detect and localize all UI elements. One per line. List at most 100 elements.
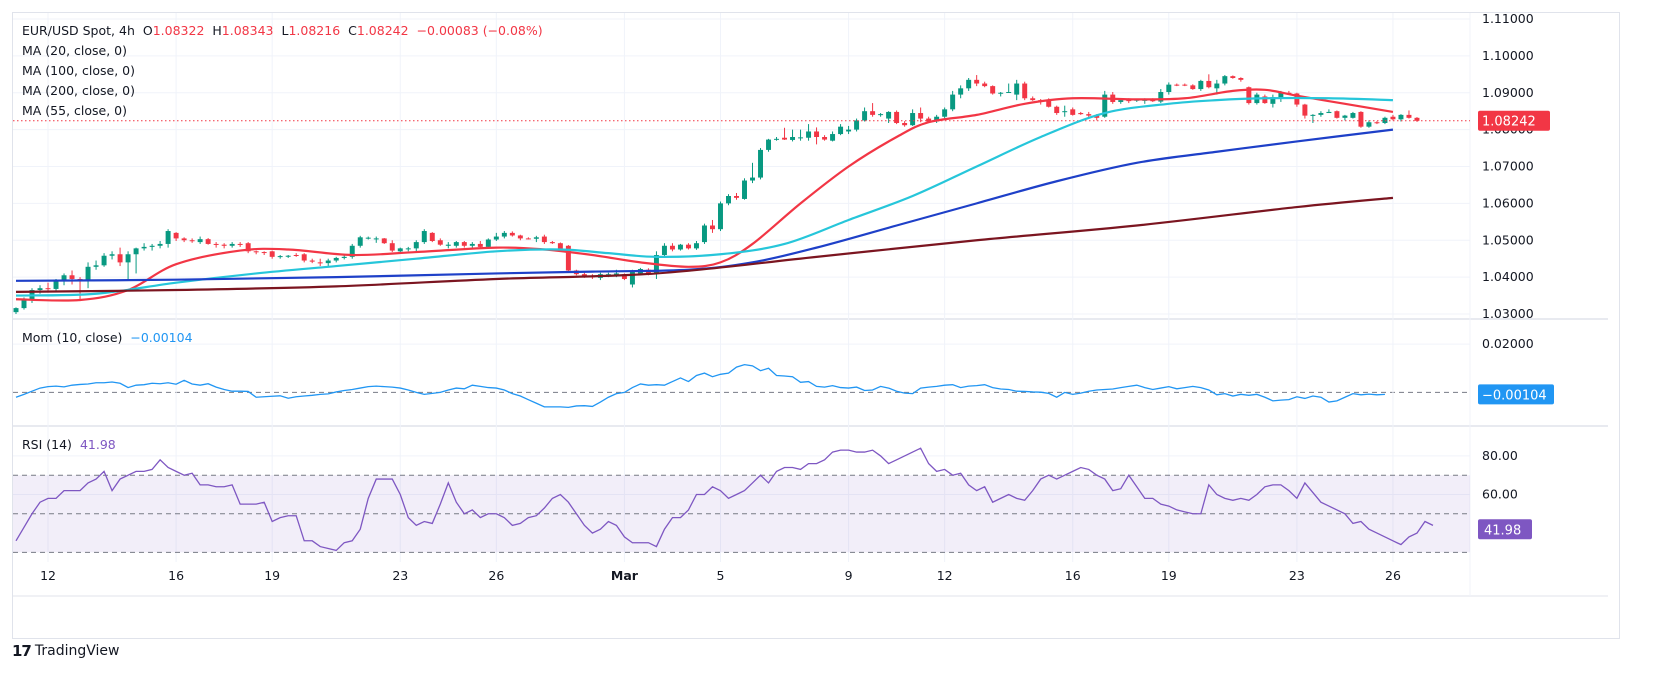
candle-body xyxy=(141,246,147,249)
candle-body xyxy=(85,266,91,281)
candle-body xyxy=(766,139,772,150)
time-tick-label: Mar xyxy=(611,568,639,583)
candle-body xyxy=(1262,96,1268,104)
rsi-band-fill xyxy=(13,475,1470,553)
price-legend: EUR/USD Spot, 4h O1.08322 H1.08343 L1.08… xyxy=(22,23,547,38)
candle-body xyxy=(517,235,523,239)
candle-body xyxy=(381,238,387,244)
candle-body xyxy=(1230,76,1236,78)
time-tick-label: 23 xyxy=(1289,568,1305,583)
time-tick-label: 26 xyxy=(488,568,504,583)
price-axis: 1.110001.100001.090001.080001.070001.060… xyxy=(1478,11,1554,540)
ohlc-open: O1.08322 xyxy=(142,23,205,38)
candle-body xyxy=(902,122,908,126)
ma-line-ma200 xyxy=(15,196,1394,293)
tradingview-branding[interactable]: 17 TradingView xyxy=(12,642,119,660)
candle-body xyxy=(718,203,723,230)
candle-body xyxy=(165,231,171,244)
candle-body xyxy=(613,273,619,276)
candle-body xyxy=(205,239,211,244)
candle-body xyxy=(1174,84,1180,86)
candle-body xyxy=(365,237,371,239)
ohlc-low: L1.08216 xyxy=(281,23,341,38)
candle-body xyxy=(269,251,275,257)
candle-body xyxy=(1158,92,1164,102)
candle-body xyxy=(1046,100,1052,107)
price-change: −0.00083 (−0.08%) xyxy=(416,23,543,38)
candle-body xyxy=(854,120,860,130)
ma-line-ma100 xyxy=(15,128,1394,282)
candle-body xyxy=(1166,84,1172,93)
legend-momentum[interactable]: Mom (10, close) −0.00104 xyxy=(22,330,197,345)
time-tick-label: 12 xyxy=(40,568,56,583)
candle-body xyxy=(846,129,852,132)
legend-ma20[interactable]: MA (20, close, 0) xyxy=(22,43,128,58)
candle-body xyxy=(1334,111,1340,118)
candle-body xyxy=(133,248,139,255)
legend-ma100[interactable]: MA (100, close, 0) xyxy=(22,63,135,78)
time-tick-label: 16 xyxy=(1065,568,1081,583)
candle-body xyxy=(189,240,195,242)
candle-body xyxy=(245,243,251,252)
candle-body xyxy=(950,94,956,110)
moving-average-series xyxy=(15,88,1394,302)
candle-body xyxy=(45,288,51,290)
legend-rsi[interactable]: RSI (14) 41.98 xyxy=(22,437,120,452)
candle-body xyxy=(445,244,451,246)
candle-body xyxy=(998,92,1004,94)
candle-body xyxy=(693,243,699,249)
candle-body xyxy=(1206,80,1212,88)
candle-body xyxy=(1014,83,1020,95)
candle-body xyxy=(469,243,475,246)
candle-body xyxy=(1182,84,1188,86)
rsi-series xyxy=(15,447,1434,552)
ohlc-close: C1.08242 xyxy=(348,23,409,38)
candle-body xyxy=(533,237,539,239)
price-tick-label: 1.03000 xyxy=(1482,306,1534,321)
candle-body xyxy=(413,242,419,249)
price-tick-label: 1.07000 xyxy=(1482,159,1534,174)
price-tick-label: 1.10000 xyxy=(1482,48,1534,63)
rsi-line xyxy=(15,447,1434,552)
candle-body xyxy=(485,239,491,247)
candle-body xyxy=(125,254,131,263)
candle-body xyxy=(93,265,99,267)
legend-ma55[interactable]: MA (55, close, 0) xyxy=(22,103,128,118)
candle-body xyxy=(549,242,555,244)
candle-body xyxy=(493,236,499,240)
candle-body xyxy=(1006,92,1012,94)
time-tick-label: 5 xyxy=(717,568,725,583)
candle-body xyxy=(934,116,940,122)
rsi-tick-label: 80.00 xyxy=(1482,448,1518,463)
candle-body xyxy=(1054,106,1060,114)
price-tick-label: 1.09000 xyxy=(1482,85,1534,100)
grid-lines xyxy=(13,13,1608,597)
candle-body xyxy=(1118,100,1124,102)
candle-body xyxy=(1374,122,1380,124)
candle-body xyxy=(429,232,435,241)
price-tick-label: 1.06000 xyxy=(1482,195,1534,210)
candle-body xyxy=(1302,104,1308,116)
chart-frame xyxy=(12,12,1620,639)
legend-ma200[interactable]: MA (200, close, 0) xyxy=(22,83,135,98)
candle-body xyxy=(261,252,267,254)
candle-body xyxy=(437,240,443,245)
rsi-value-label: 41.98 xyxy=(1484,523,1521,538)
candle-body xyxy=(285,255,291,257)
candle-body xyxy=(1062,111,1068,113)
candle-body xyxy=(982,83,988,87)
candle-body xyxy=(293,255,299,256)
candle-body xyxy=(197,239,203,243)
time-tick-label: 23 xyxy=(392,568,408,583)
candle-body xyxy=(677,244,683,250)
candle-body xyxy=(149,245,155,247)
candle-body xyxy=(389,243,395,251)
candle-body xyxy=(1094,115,1100,118)
price-tick-label: 1.04000 xyxy=(1482,269,1534,284)
candle-body xyxy=(13,308,19,313)
brand-name: TradingView xyxy=(34,643,120,659)
candle-body xyxy=(1358,111,1364,127)
candle-body xyxy=(974,79,980,84)
candle-body xyxy=(910,113,916,126)
